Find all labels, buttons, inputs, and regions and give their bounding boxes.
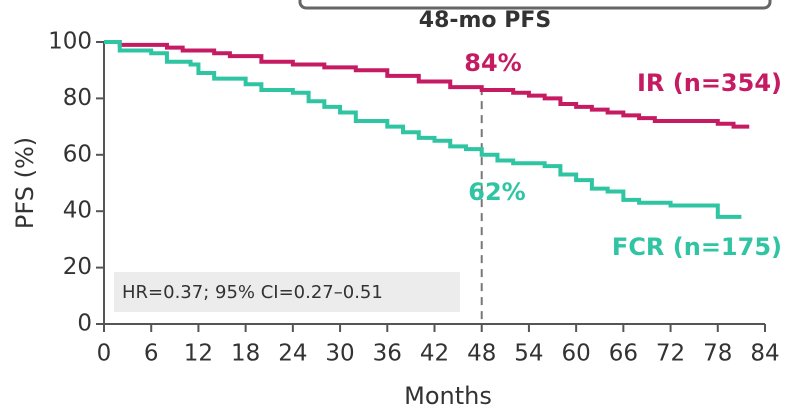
annotation: 84%: [464, 49, 521, 77]
x-tick-label: 78: [703, 341, 732, 367]
x-tick-label: 12: [184, 341, 213, 367]
x-tick-label: 72: [656, 341, 685, 367]
x-tick-label: 18: [231, 341, 260, 367]
x-tick-label: 54: [514, 341, 543, 367]
x-tick-label: 84: [750, 341, 779, 367]
y-tick-label: 60: [63, 141, 92, 167]
header-box: [298, 0, 772, 10]
x-tick-label: 42: [420, 341, 449, 367]
x-axis-label: Months: [404, 382, 492, 410]
x-tick-label: 36: [373, 341, 402, 367]
note-box: [114, 272, 460, 312]
x-tick-label: 30: [325, 341, 354, 367]
series-label: IR (n=354): [637, 69, 782, 97]
y-tick-label: 80: [63, 85, 92, 111]
y-tick-label: 40: [63, 198, 92, 224]
y-axis-label: PFS (%): [11, 137, 39, 229]
x-tick-label: 48: [467, 341, 496, 367]
y-tick-label: 0: [77, 311, 92, 337]
x-tick-label: 6: [144, 341, 159, 367]
series-label: FCR (n=175): [612, 233, 782, 261]
x-tick-label: 66: [609, 341, 638, 367]
annotation: 62%: [468, 178, 525, 206]
note: HR=0.37; 95% CI=0.27–0.51: [122, 282, 383, 303]
survival-curve: [104, 40, 750, 129]
x-tick-label: 24: [278, 341, 307, 367]
y-tick-label: 20: [63, 254, 92, 280]
y-tick-label: 100: [48, 29, 92, 55]
chart-title: 48-mo PFS: [419, 8, 551, 33]
x-tick-label: 0: [97, 341, 112, 367]
survival-curve: [104, 40, 742, 219]
x-tick-label: 60: [562, 341, 591, 367]
